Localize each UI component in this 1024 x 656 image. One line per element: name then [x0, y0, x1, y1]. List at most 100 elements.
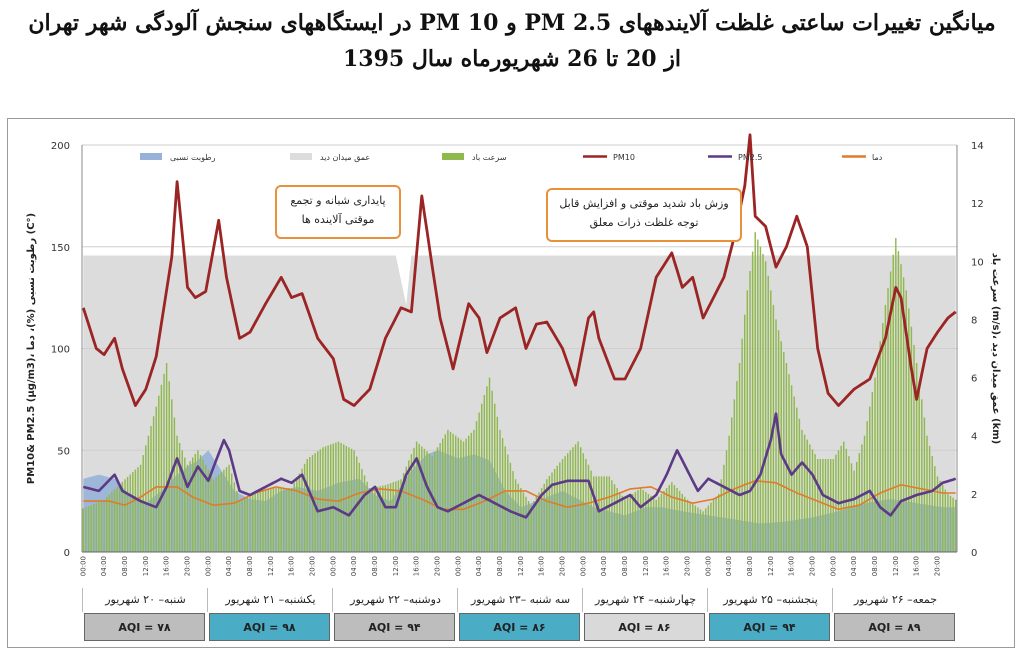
wind-bar — [353, 450, 355, 553]
wind-bar — [152, 416, 155, 552]
y-tick-label-right: 0 — [971, 548, 977, 559]
wind-bar — [783, 352, 785, 552]
wind-bar — [728, 435, 730, 552]
x-tick-label: 20:00 — [309, 556, 317, 576]
wind-bar — [559, 462, 561, 552]
legend-swatch-visibility — [290, 153, 312, 160]
wind-bar — [231, 473, 233, 552]
wind-bar — [389, 483, 392, 552]
wind-bar — [335, 442, 337, 552]
wind-bar — [647, 493, 650, 552]
wind-bar — [567, 453, 569, 552]
wind-bar — [517, 483, 519, 552]
wind-bar — [103, 499, 105, 552]
wind-bar — [205, 464, 207, 552]
wind-bar — [301, 468, 303, 552]
wind-bar — [613, 484, 616, 552]
wind-bar — [736, 381, 738, 552]
wind-bar — [551, 472, 553, 552]
y-tick-label-right: 4 — [971, 432, 977, 443]
wind-bar — [363, 475, 366, 552]
x-tick-label: 12:00 — [642, 556, 650, 576]
wind-bar — [132, 472, 134, 552]
wind-bar — [473, 429, 475, 552]
x-tick-label: 00:00 — [329, 556, 337, 576]
wind-bar — [775, 319, 777, 552]
x-tick-label: 04:00 — [850, 556, 858, 576]
wind-bar — [710, 502, 712, 552]
wind-bar — [311, 455, 314, 552]
wind-bar — [111, 492, 113, 552]
wind-bar — [715, 496, 717, 552]
wind-bar — [176, 435, 178, 552]
y-axis-title-right: سرعت باد (m/s)، عمق میدان دید (km) — [990, 253, 1001, 444]
wind-bar — [824, 459, 827, 552]
legend-label-temp: دما — [872, 153, 883, 162]
wind-bar — [87, 506, 90, 552]
day-label: جمعه– ۲۶ شهریور — [832, 588, 958, 612]
wind-bar — [866, 421, 868, 552]
wind-bar — [202, 459, 204, 552]
temp-line — [83, 479, 956, 511]
wind-bar — [879, 341, 881, 552]
wind-bar — [639, 488, 642, 552]
wind-bar — [556, 465, 558, 552]
wind-bar — [936, 476, 939, 552]
wind-bar — [332, 443, 335, 552]
wind-bar — [686, 499, 689, 552]
wind-bar — [796, 407, 798, 552]
legend-label-humidity: رطوبت نسبی — [170, 153, 216, 162]
wind-bar — [754, 232, 756, 552]
wind-bar — [934, 466, 936, 552]
wind-bar — [723, 464, 725, 552]
wind-bar — [119, 484, 121, 552]
wind-bar — [452, 433, 454, 552]
wind-bar — [746, 290, 749, 552]
aqi-badge: AQI = ۹۴ — [334, 613, 455, 641]
chart-title-line1: میانگین تغییرات ساعتی غلظت آلایندههای PM… — [28, 10, 996, 36]
wind-bar — [238, 499, 241, 552]
y-tick-label-left: 200 — [51, 141, 70, 152]
pm25-line — [82, 412, 957, 519]
wind-bar — [535, 496, 538, 552]
x-tick-label: 16:00 — [788, 556, 796, 576]
wind-bar — [942, 485, 944, 552]
x-tick-label: 00:00 — [79, 556, 87, 576]
wind-bar — [275, 488, 277, 552]
wind-bar — [223, 469, 225, 552]
wind-bar — [210, 474, 212, 552]
wind-bar — [655, 499, 657, 552]
wind-bar — [400, 479, 402, 552]
wind-bar — [504, 446, 506, 552]
wind-bar — [921, 399, 923, 552]
wind-bar — [850, 463, 853, 552]
wind-bar — [793, 396, 795, 552]
wind-bar — [707, 505, 710, 552]
wind-bar — [869, 406, 871, 552]
wind-bar — [928, 445, 931, 552]
wind-bar — [926, 435, 928, 552]
wind-bar — [731, 417, 733, 552]
wind-bar — [277, 488, 280, 552]
y-tick-label-right: 8 — [971, 315, 977, 326]
wind-bar — [194, 453, 197, 552]
wind-bar — [369, 488, 371, 552]
wind-bar — [665, 488, 668, 552]
wind-bar — [186, 464, 189, 552]
wind-bar — [337, 441, 340, 552]
wind-bar — [770, 290, 772, 552]
aqi-badge: AQI = ۹۸ — [209, 613, 330, 641]
wind-bar — [905, 290, 907, 552]
x-tick-label: 00:00 — [579, 556, 587, 576]
wind-bar — [129, 474, 131, 552]
wind-bar — [272, 488, 275, 552]
wind-bar — [165, 363, 168, 552]
wind-bar — [915, 363, 918, 552]
x-tick-label: 04:00 — [600, 556, 608, 576]
wind-bar — [606, 476, 608, 552]
day-label: پنجشنبه– ۲۵ شهریور — [707, 588, 833, 612]
wind-bar — [887, 288, 889, 552]
wind-bar — [923, 417, 926, 552]
x-tick-label: 16:00 — [288, 556, 296, 576]
wind-bar — [889, 271, 892, 552]
